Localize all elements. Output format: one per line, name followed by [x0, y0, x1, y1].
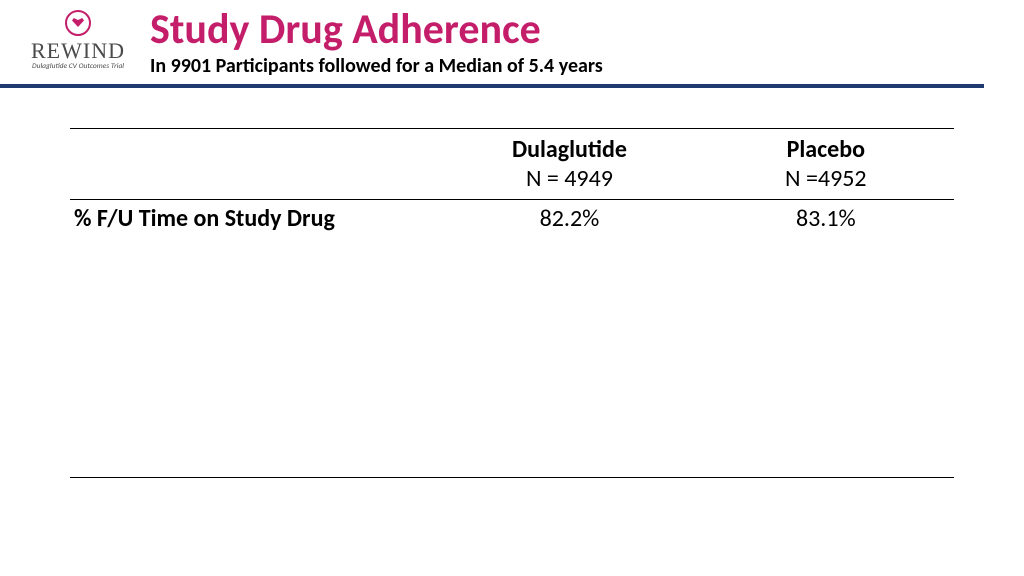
col-header-dulaglutide: Dulaglutide [441, 129, 697, 165]
value-dulaglutide: 82.2% [441, 200, 697, 238]
title-block: Study Drug Adherence In 9901 Participant… [150, 8, 603, 78]
n-placebo: N =4952 [698, 164, 954, 200]
col-header-placebo: Placebo [698, 129, 954, 165]
table-n-row: N = 4949 N =4952 [70, 164, 954, 200]
rewind-logo: REWIND Dulaglutide CV Outcomes Trial [18, 10, 138, 71]
logo-subtitle: Dulaglutide CV Outcomes Trial [32, 62, 124, 71]
table-row: % F/U Time on Study Drug 82.2% 83.1% [70, 200, 954, 238]
heart-circle-icon [65, 10, 91, 36]
table-header-row: Dulaglutide Placebo [70, 129, 954, 165]
page-subtitle: In 9901 Participants followed for a Medi… [150, 54, 603, 78]
value-placebo: 83.1% [698, 200, 954, 238]
adherence-table: Dulaglutide Placebo N = 4949 N =4952 % F… [70, 128, 954, 478]
page-title: Study Drug Adherence [150, 8, 603, 52]
logo-name: REWIND [31, 38, 125, 64]
n-dulaglutide: N = 4949 [441, 164, 697, 200]
header: REWIND Dulaglutide CV Outcomes Trial Stu… [0, 0, 1024, 78]
table-spacer [70, 237, 954, 477]
header-rule [0, 84, 984, 88]
row-label-fu-time: % F/U Time on Study Drug [70, 200, 441, 238]
